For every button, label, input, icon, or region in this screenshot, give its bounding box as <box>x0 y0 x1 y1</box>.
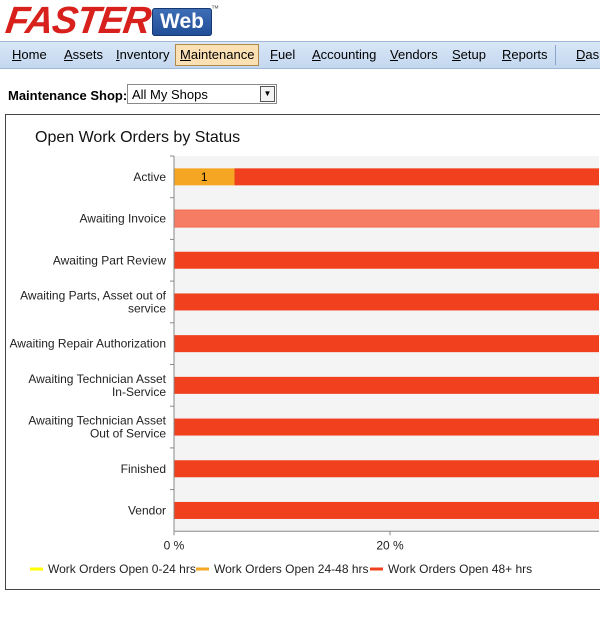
nav-item-dashboard[interactable]: Dash <box>576 47 600 62</box>
legend-label[interactable]: Work Orders Open 48+ hrs <box>388 562 532 576</box>
x-tick-label: 0 % <box>164 538 185 552</box>
category-label: Awaiting Parts, Asset out of service <box>20 288 167 315</box>
nav-item-assets[interactable]: Assets <box>64 47 104 62</box>
nav-item-fuel[interactable]: Fuel <box>270 47 296 62</box>
nav-separator <box>555 45 556 65</box>
bar-segment[interactable] <box>174 293 599 311</box>
maintenance-shop-label: Maintenance Shop: <box>8 88 128 103</box>
category-label: Active <box>133 170 166 184</box>
logo-trademark: ™ <box>211 4 219 13</box>
nav-item-home[interactable]: Home <box>12 47 47 62</box>
nav-item-inventory[interactable]: Inventory <box>116 47 170 62</box>
bar-segment[interactable] <box>174 501 599 519</box>
category-label: Awaiting Repair Authorization <box>9 337 166 351</box>
bar-segment[interactable] <box>174 168 235 186</box>
legend-label[interactable]: Work Orders Open 24-48 hrs <box>214 562 369 576</box>
nav-item-accounting[interactable]: Accounting <box>312 47 377 62</box>
bar-segment[interactable] <box>174 335 599 353</box>
bar-segment[interactable] <box>234 168 600 186</box>
maintenance-shop-dropdown[interactable]: All My Shops ▼ <box>127 84 277 104</box>
bar-segment[interactable] <box>174 418 599 436</box>
category-label: Awaiting Technician Asset Out of Service <box>28 414 166 441</box>
nav-item-maintenance[interactable]: Maintenance <box>175 44 260 66</box>
nav-item-setup[interactable]: Setup <box>452 47 486 62</box>
nav-item-vendors[interactable]: Vendors <box>390 47 438 62</box>
category-label: Vendor <box>128 503 166 517</box>
chart-title: Open Work Orders by Status <box>35 129 241 146</box>
main-nav-bar: Home Assets Inventory Maintenance Fuel A… <box>0 41 600 69</box>
nav-item-reports[interactable]: Reports <box>502 47 548 62</box>
category-label: Awaiting Part Review <box>53 253 166 267</box>
category-label: Awaiting Technician Asset In-Service <box>28 372 166 399</box>
bar-segment[interactable] <box>174 376 599 394</box>
maintenance-shop-selected-value: All My Shops <box>132 87 208 102</box>
logo-product-badge: Web <box>152 8 212 36</box>
bar-data-label: 1 <box>201 170 208 184</box>
category-label: Awaiting Invoice <box>80 212 167 226</box>
x-tick-label: 20 % <box>376 538 404 552</box>
bar-segment[interactable] <box>174 460 599 478</box>
category-label: Finished <box>121 462 166 476</box>
bar-segment[interactable] <box>173 209 600 228</box>
bar-segment[interactable] <box>174 251 599 269</box>
chevron-down-icon[interactable]: ▼ <box>260 86 275 102</box>
legend-label[interactable]: Work Orders Open 0-24 hrs <box>48 562 196 576</box>
